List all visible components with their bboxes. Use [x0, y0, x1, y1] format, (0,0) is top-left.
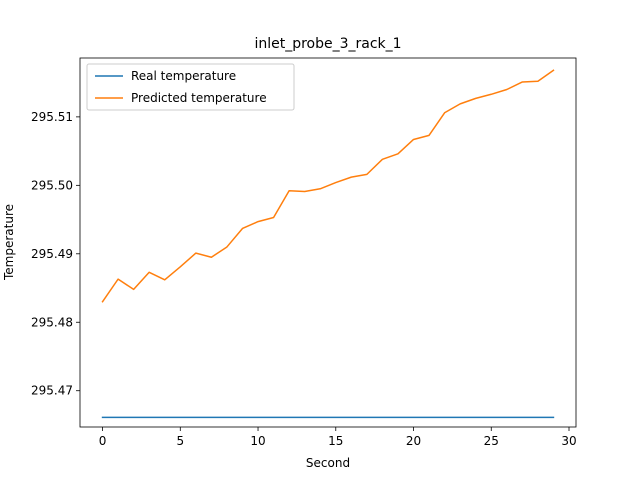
plot-area: 0 5 10 15 20 25 30 295.47 295.48 295.49 295.50 295.…: [31, 57, 577, 448]
x-tick-label: 20: [406, 434, 421, 448]
x-tick-label: 25: [484, 434, 499, 448]
y-tick-label: 295.50: [31, 178, 73, 192]
x-tick-label: 30: [561, 434, 576, 448]
legend-box: [86, 63, 295, 111]
x-tick-label: 15: [328, 434, 343, 448]
legend: Real temperature Predicted temperature: [86, 63, 295, 111]
legend-label-0: Real temperature: [131, 69, 236, 83]
x-tick-label: 0: [99, 434, 107, 448]
axes-frame: [79, 57, 577, 428]
series-line-1: [101, 69, 555, 303]
y-tick-label: 295.49: [31, 247, 73, 261]
legend-label-1: Predicted temperature: [131, 91, 267, 105]
x-tick-label: 10: [250, 434, 265, 448]
x-axis-label: Second: [306, 456, 350, 470]
y-tick-label: 295.48: [31, 315, 73, 329]
y-tick-label: 295.51: [31, 110, 73, 124]
y-tick-label: 295.47: [31, 384, 73, 398]
y-axis-label: Temperature: [2, 204, 16, 281]
chart-title: inlet_probe_3_rack_1: [254, 36, 401, 52]
x-tick-label: 5: [176, 434, 184, 448]
